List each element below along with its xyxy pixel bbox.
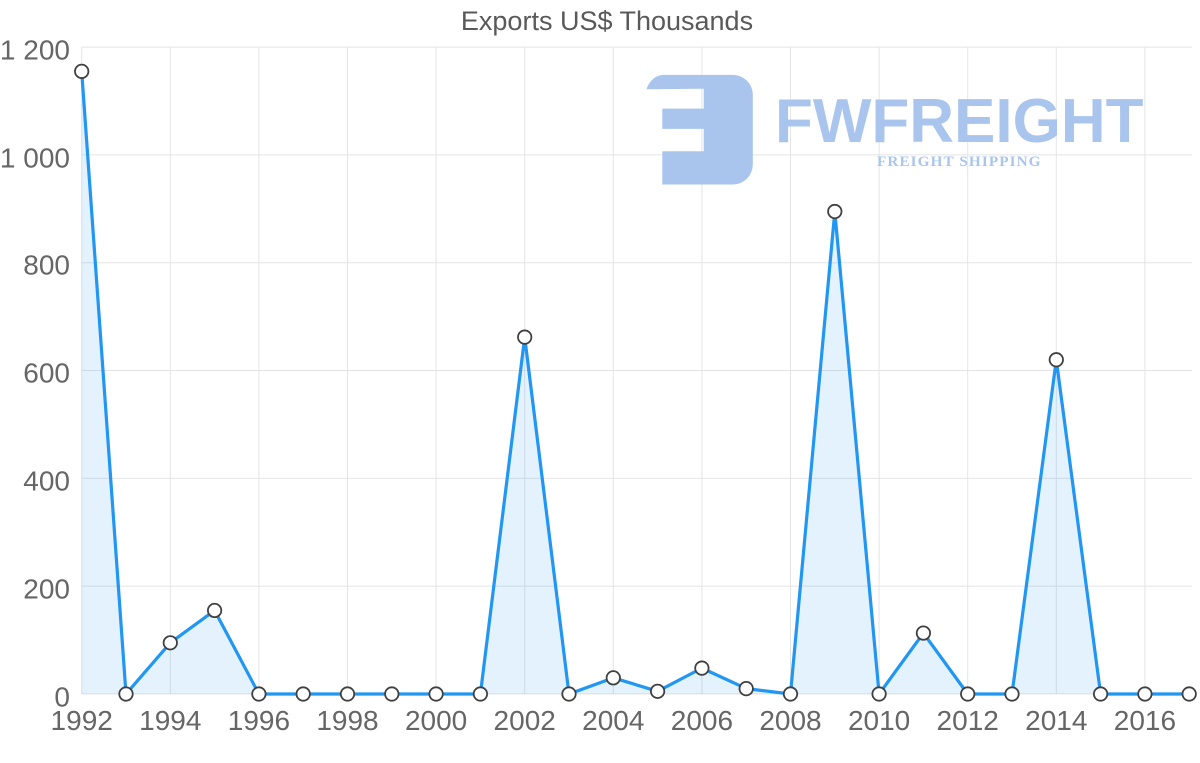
svg-text:2012: 2012 <box>937 705 999 736</box>
svg-text:FWFREIGHT: FWFREIGHT <box>775 87 1144 156</box>
svg-text:2002: 2002 <box>494 705 556 736</box>
svg-text:1 000: 1 000 <box>0 142 70 173</box>
svg-text:800: 800 <box>23 249 70 280</box>
svg-text:1996: 1996 <box>228 705 290 736</box>
svg-text:2000: 2000 <box>405 705 467 736</box>
svg-text:1994: 1994 <box>139 705 201 736</box>
svg-text:2006: 2006 <box>671 705 733 736</box>
svg-text:2004: 2004 <box>582 705 644 736</box>
svg-text:1 200: 1 200 <box>0 34 70 65</box>
svg-text:2008: 2008 <box>759 705 821 736</box>
svg-text:1998: 1998 <box>316 705 378 736</box>
svg-text:1992: 1992 <box>51 705 113 736</box>
svg-text:2016: 2016 <box>1114 705 1176 736</box>
svg-text:600: 600 <box>23 357 70 388</box>
svg-text:2010: 2010 <box>848 705 910 736</box>
svg-text:FREIGHT SHIPPING: FREIGHT SHIPPING <box>877 153 1042 170</box>
svg-text:2014: 2014 <box>1025 705 1087 736</box>
svg-text:200: 200 <box>23 573 70 604</box>
svg-text:400: 400 <box>23 465 70 496</box>
